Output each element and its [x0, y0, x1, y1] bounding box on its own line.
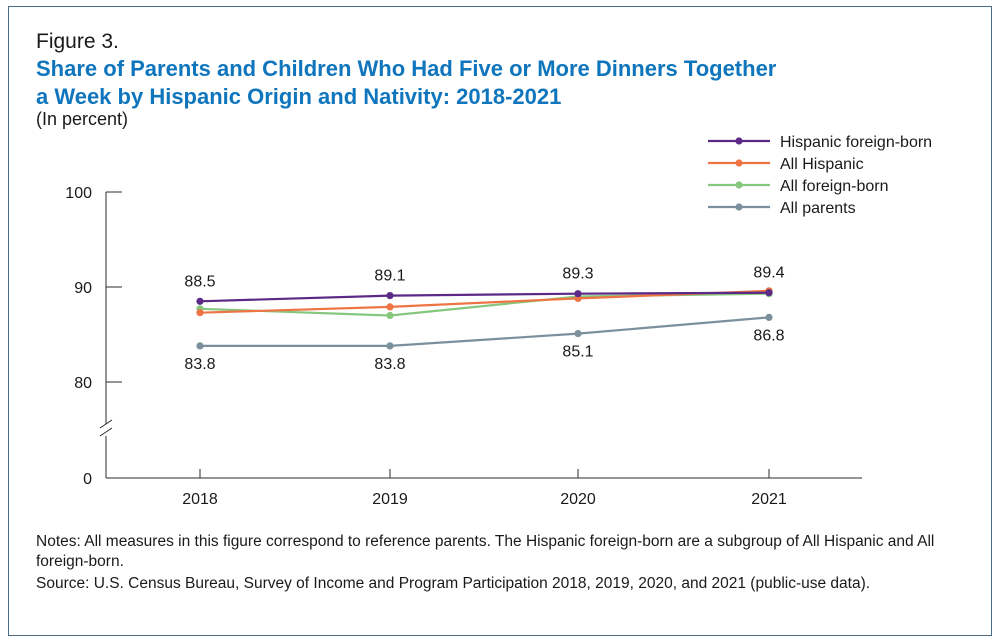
legend-swatch-point: [735, 159, 743, 167]
chart-title-line-1: Share of Parents and Children Who Had Fi…: [36, 56, 777, 81]
series-point: [386, 342, 394, 350]
legend-swatch-point: [735, 137, 743, 145]
legend-entry: All foreign-born: [780, 178, 889, 195]
legend-swatch-point: [735, 203, 743, 211]
series-point: [765, 289, 773, 297]
series-point: [196, 309, 204, 317]
series-point: [386, 303, 394, 311]
series-point: [574, 290, 582, 298]
chart-data-labels: 88.5 89.1 89.3 89.4 83.8 83.8 85.1 86.8: [184, 265, 784, 373]
chart-axes: 0 80 90 100 2018 2019 2020 2021: [65, 185, 862, 508]
y-tick-label: 0: [83, 471, 92, 488]
series-point: [196, 342, 204, 350]
series-line: [199, 291, 770, 303]
data-label: 85.1: [562, 344, 593, 361]
source-text: Source: U.S. Census Bureau, Survey of In…: [36, 575, 871, 592]
legend-swatch-point: [735, 181, 743, 189]
figure-frame: [8, 6, 992, 636]
series-line: [199, 292, 770, 317]
data-label: 89.3: [562, 266, 593, 283]
notes-text: Notes: All measures in this figure corre…: [36, 533, 935, 570]
series-point: [196, 297, 204, 305]
x-tick-label: 2020: [560, 491, 596, 508]
chart-title: Share of Parents and Children Who Had Fi…: [36, 55, 916, 111]
y-axis-break-mark-2: [99, 427, 113, 437]
data-label: 83.8: [184, 356, 215, 373]
series-point: [574, 330, 582, 338]
data-label: 89.4: [753, 265, 784, 282]
chart-title-line-2: a Week by Hispanic Origin and Nativity: …: [36, 84, 562, 109]
x-tick-label: 2019: [372, 491, 408, 508]
y-axis-break-mark-1: [99, 419, 113, 429]
series-line: [200, 316, 770, 347]
data-label: 86.8: [753, 327, 784, 344]
legend-entry: Hispanic foreign-born: [780, 134, 932, 151]
chart-subtitle: (In percent): [36, 109, 129, 129]
chart-legend: Hispanic foreign-born All Hispanic All for…: [708, 134, 932, 217]
legend-entry: All parents: [780, 200, 856, 217]
x-tick-label: 2021: [751, 491, 787, 508]
figure-label: Figure 3.: [36, 30, 119, 53]
y-tick-label: 90: [74, 280, 92, 297]
series-point: [386, 292, 394, 300]
series-line: [199, 289, 770, 314]
y-tick-label: 100: [65, 185, 92, 202]
series-point: [765, 313, 773, 321]
x-tick-label: 2018: [182, 491, 218, 508]
legend-entry: All Hispanic: [780, 156, 864, 173]
chart-notes: Notes: All measures in this figure corre…: [36, 532, 936, 596]
data-label: 83.8: [374, 356, 405, 373]
series-point: [386, 311, 394, 320]
y-tick-label: 80: [74, 375, 92, 392]
data-label: 88.5: [184, 273, 215, 290]
data-label: 89.1: [374, 268, 405, 285]
chart-series-lines: [196, 287, 773, 350]
